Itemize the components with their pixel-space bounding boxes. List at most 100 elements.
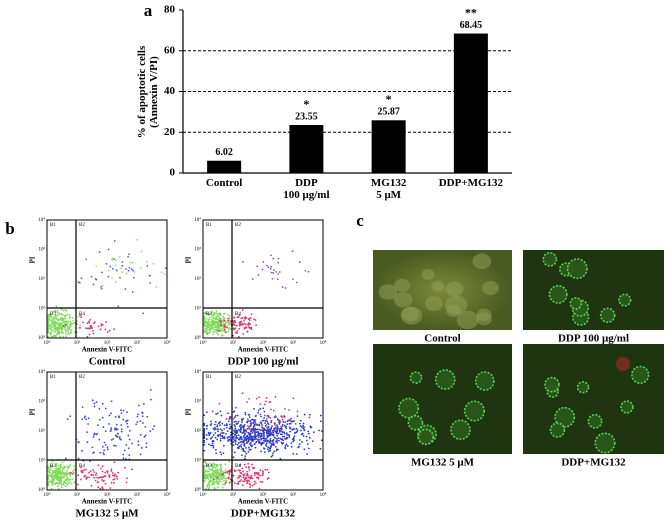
event-dot [58, 480, 60, 482]
event-dot [304, 269, 307, 272]
event-dot [281, 435, 284, 438]
event-dot [221, 477, 223, 480]
event-dot [240, 454, 243, 457]
event-dot [204, 460, 207, 463]
event-dot [107, 248, 110, 251]
event-dot [57, 333, 60, 336]
event-dot [101, 470, 104, 473]
plot-frame [46, 371, 168, 491]
event-dot [272, 433, 275, 436]
event-dot [212, 333, 215, 336]
event-dot [279, 437, 282, 440]
quadrant-label: B3 [206, 464, 212, 469]
event-dot [216, 476, 219, 479]
event-dot [254, 422, 257, 425]
y-tick-label: 10² [195, 428, 202, 434]
event-dot [153, 425, 156, 427]
event-dot [211, 463, 214, 466]
event-dot [276, 278, 279, 281]
event-dot [245, 326, 247, 329]
event-dot [113, 427, 116, 430]
cell [417, 428, 434, 446]
event-dot [92, 283, 95, 286]
event-dot [240, 472, 243, 474]
event-dot [210, 437, 212, 440]
event-dot [276, 441, 279, 444]
event-dot [66, 314, 69, 317]
event-dot [274, 437, 277, 439]
event-dot [243, 463, 246, 466]
event-dot [54, 317, 56, 320]
event-dot [239, 437, 241, 440]
event-dot [252, 466, 254, 469]
event-dot [86, 327, 89, 330]
event-dot [99, 487, 102, 490]
event-dot [239, 475, 242, 478]
event-dot [255, 397, 258, 400]
event-dot [254, 474, 256, 476]
event-dot [253, 429, 256, 432]
event-dot [80, 316, 83, 319]
bar [453, 33, 488, 173]
event-dot [89, 318, 92, 321]
event-dot [92, 474, 95, 476]
event-dot [215, 316, 218, 318]
event-dot [117, 471, 120, 474]
event-dot [107, 269, 110, 272]
event-dot [124, 466, 127, 469]
event-dot [289, 427, 291, 430]
event-dot [100, 287, 103, 290]
event-dot [62, 324, 65, 327]
event-dot [211, 410, 214, 413]
event-dot [217, 320, 220, 323]
event-dot [267, 416, 270, 418]
event-dot [222, 477, 225, 480]
event-dot [209, 424, 212, 427]
event-dot [54, 473, 57, 476]
event-dot [233, 410, 236, 413]
event-dot [68, 313, 71, 316]
event-dot [250, 328, 253, 331]
event-dot [120, 428, 123, 431]
event-dot [308, 436, 311, 439]
event-dot [61, 322, 63, 325]
event-dot [305, 439, 308, 442]
event-dot [81, 471, 84, 474]
event-dot [63, 314, 66, 317]
event-dot [267, 425, 270, 428]
event-dot [282, 439, 285, 442]
event-dot [211, 310, 214, 313]
event-dot [216, 463, 219, 466]
event-dot [47, 484, 50, 487]
event-dot [48, 471, 51, 474]
event-dot [229, 417, 232, 420]
event-dot [48, 323, 50, 326]
event-dot [51, 480, 54, 482]
event-dot [123, 449, 126, 452]
event-dot [254, 471, 256, 474]
event-dot [112, 437, 115, 440]
event-dot [142, 403, 145, 405]
event-dot [205, 427, 208, 430]
panel-label: a [144, 1, 153, 20]
event-dot [106, 472, 109, 474]
event-dot [215, 321, 218, 324]
event-dot [261, 424, 264, 426]
event-dot [274, 427, 277, 430]
y-tick-label: 60 [164, 44, 176, 56]
event-dot [254, 319, 257, 321]
event-dot [282, 420, 285, 423]
event-dot [223, 483, 226, 486]
event-dot [59, 470, 62, 473]
event-dot [103, 479, 105, 482]
event-dot [90, 473, 93, 476]
event-dot [227, 317, 229, 320]
event-dot [272, 257, 275, 260]
quadrant-label: B3 [50, 464, 56, 469]
event-dot [52, 311, 55, 313]
event-dot [128, 266, 131, 269]
event-dot [255, 431, 258, 434]
x-tick-label: 10¹ [74, 340, 81, 346]
cell [378, 284, 398, 300]
event-dot [271, 425, 273, 427]
